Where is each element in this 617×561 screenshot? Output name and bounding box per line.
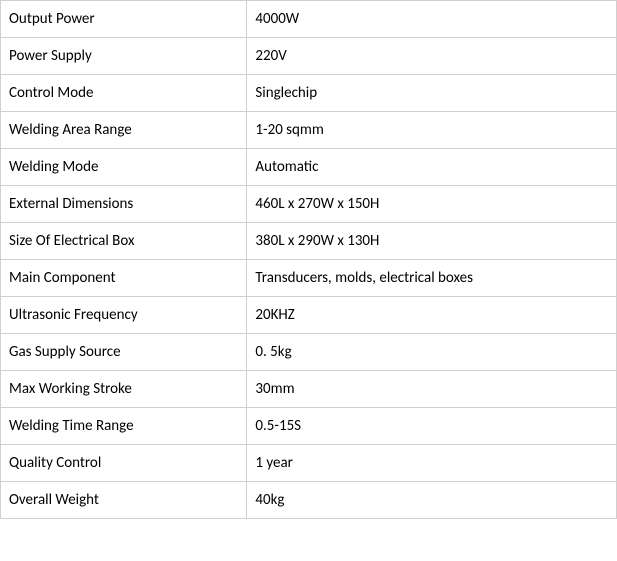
table-row: Welding Area Range 1-20 sqmm <box>1 112 617 149</box>
table-row: Power Supply 220V <box>1 38 617 75</box>
spec-label: Size Of Electrical Box <box>1 223 247 260</box>
table-row: Overall Weight 40kg <box>1 482 617 519</box>
spec-value: 460L x 270W x 150H <box>247 186 617 223</box>
spec-label: Control Mode <box>1 75 247 112</box>
spec-value: 4000W <box>247 1 617 38</box>
table-row: Size Of Electrical Box 380L x 290W x 130… <box>1 223 617 260</box>
spec-label: Overall Weight <box>1 482 247 519</box>
spec-label: Ultrasonic Frequency <box>1 297 247 334</box>
spec-value: 40kg <box>247 482 617 519</box>
spec-value: Automatic <box>247 149 617 186</box>
table-row: Welding Time Range 0.5-15S <box>1 408 617 445</box>
spec-label: Max Working Stroke <box>1 371 247 408</box>
spec-label: Power Supply <box>1 38 247 75</box>
spec-value: 0.5-15S <box>247 408 617 445</box>
spec-value: 220V <box>247 38 617 75</box>
table-row: Welding Mode Automatic <box>1 149 617 186</box>
table-row: Output Power 4000W <box>1 1 617 38</box>
spec-label: Welding Mode <box>1 149 247 186</box>
spec-value: 380L x 290W x 130H <box>247 223 617 260</box>
table-row: Max Working Stroke 30mm <box>1 371 617 408</box>
table-row: External Dimensions 460L x 270W x 150H <box>1 186 617 223</box>
spec-value: 20KHZ <box>247 297 617 334</box>
spec-value: 0. 5kg <box>247 334 617 371</box>
spec-label: Output Power <box>1 1 247 38</box>
spec-value: Transducers, molds, electrical boxes <box>247 260 617 297</box>
table-body: Output Power 4000W Power Supply 220V Con… <box>1 1 617 519</box>
spec-label: Welding Time Range <box>1 408 247 445</box>
spec-label: Quality Control <box>1 445 247 482</box>
spec-value: 30mm <box>247 371 617 408</box>
spec-label: External Dimensions <box>1 186 247 223</box>
table-row: Gas Supply Source 0. 5kg <box>1 334 617 371</box>
spec-value: Singlechip <box>247 75 617 112</box>
spec-label: Gas Supply Source <box>1 334 247 371</box>
table-row: Control Mode Singlechip <box>1 75 617 112</box>
specifications-table: Output Power 4000W Power Supply 220V Con… <box>0 0 617 519</box>
spec-label: Welding Area Range <box>1 112 247 149</box>
spec-label: Main Component <box>1 260 247 297</box>
spec-value: 1 year <box>247 445 617 482</box>
spec-value: 1-20 sqmm <box>247 112 617 149</box>
table-row: Main Component Transducers, molds, elect… <box>1 260 617 297</box>
table-row: Quality Control 1 year <box>1 445 617 482</box>
table-row: Ultrasonic Frequency 20KHZ <box>1 297 617 334</box>
